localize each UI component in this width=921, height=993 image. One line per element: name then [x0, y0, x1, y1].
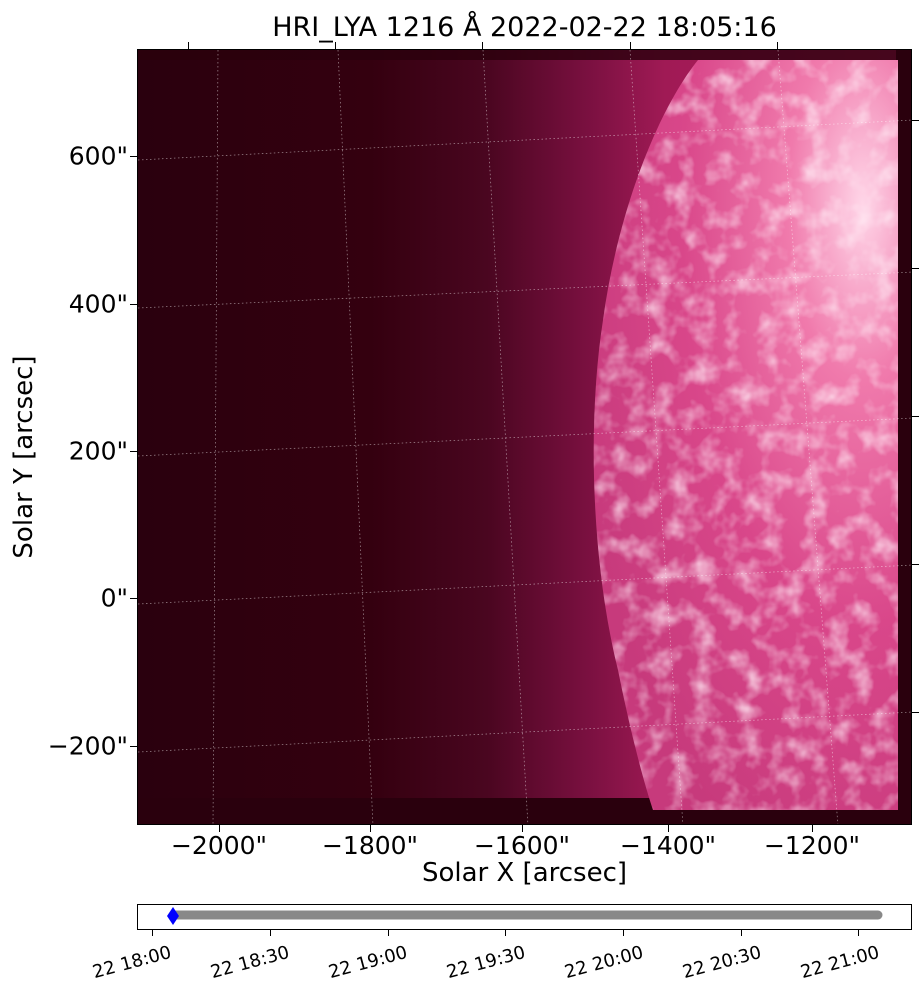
y-tick [130, 451, 137, 452]
time-tick-label: 22 21:00 [798, 941, 882, 984]
time-tick-label: 22 20:30 [680, 941, 764, 984]
x-tick-top [482, 42, 483, 49]
y-tick-right [912, 416, 919, 417]
x-tick-label: −1200" [763, 831, 861, 860]
x-axis-title: Solar X [arcsec] [421, 858, 628, 888]
time-tick-label: 22 20:00 [562, 941, 646, 984]
solar-image [137, 49, 912, 825]
time-tick-label: 22 19:00 [326, 941, 410, 984]
x-tick-label: −1600" [473, 831, 571, 860]
time-slider[interactable] [137, 904, 912, 930]
y-tick-right [912, 268, 919, 269]
y-tick-label: 400" [68, 289, 128, 319]
time-tick-label: 22 18:30 [208, 941, 292, 984]
y-tick-label: 600" [68, 141, 128, 171]
x-tick-top [188, 42, 189, 49]
y-tick [130, 598, 137, 599]
time-tick [741, 930, 742, 936]
time-tick [388, 930, 389, 936]
time-tick [505, 930, 506, 936]
x-tick [668, 825, 669, 832]
y-tick-right [912, 564, 919, 565]
y-tick [130, 156, 137, 157]
x-tick-top [777, 42, 778, 49]
y-tick-label: −200" [47, 731, 128, 761]
x-tick [522, 825, 523, 832]
time-tick [152, 930, 153, 936]
x-tick-top [335, 42, 336, 49]
x-tick-top [630, 42, 631, 49]
x-tick-label: −1400" [619, 831, 717, 860]
current-time-marker[interactable] [167, 907, 179, 925]
time-tick [270, 930, 271, 936]
time-tick-label: 22 18:00 [90, 941, 174, 984]
y-tick-right [912, 120, 919, 121]
time-slider-track[interactable] [138, 905, 913, 931]
y-tick [130, 304, 137, 305]
x-tick-label: −2000" [170, 831, 268, 860]
time-tick-label: 22 19:30 [444, 941, 528, 984]
x-tick [370, 825, 371, 832]
y-tick-label: 0" [100, 583, 128, 613]
x-tick [812, 825, 813, 832]
time-tick [858, 930, 859, 936]
x-tick [219, 825, 220, 832]
time-tick [623, 930, 624, 936]
x-tick-label: −1800" [321, 831, 419, 860]
y-tick-right [912, 712, 919, 713]
y-axis-title: Solar Y [arcsec] [4, 355, 44, 558]
y-tick [130, 746, 137, 747]
solar-image-canvas [138, 50, 911, 824]
y-axis: 600" 400" 200" 0" −200" [0, 49, 137, 825]
y-tick-label: 200" [68, 436, 128, 466]
image-title: HRI_LYA 1216 Å 2022-02-22 18:05:16 [272, 12, 777, 43]
y-axis-title-text: Solar Y [arcsec] [9, 355, 39, 559]
